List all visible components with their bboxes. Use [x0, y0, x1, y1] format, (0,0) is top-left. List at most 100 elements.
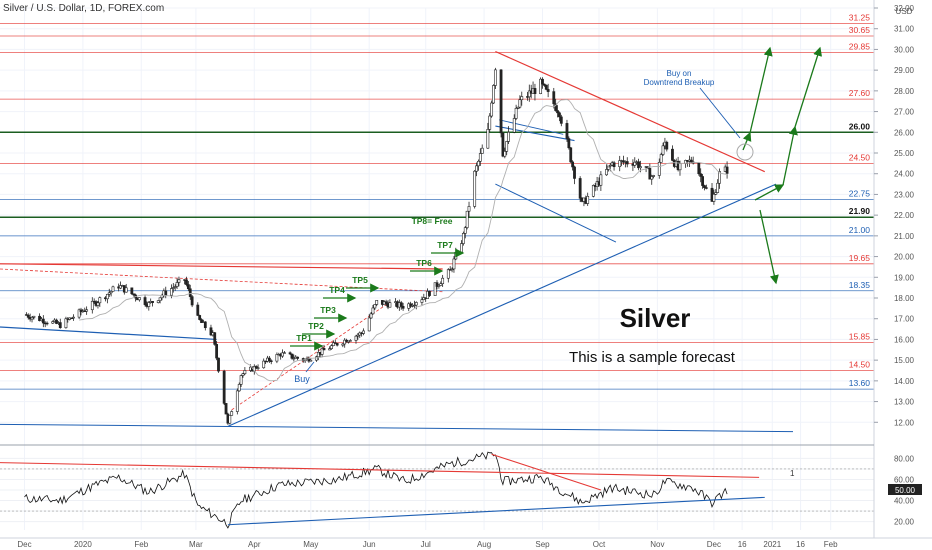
osc-tick-label: 20.00: [894, 518, 915, 527]
candle-body: [414, 302, 418, 306]
time-tick-label: Sep: [535, 540, 550, 549]
time-tick-label: Mar: [189, 540, 203, 549]
candle-body: [38, 315, 41, 322]
candle-body: [467, 206, 471, 212]
support-line-early: [0, 326, 217, 341]
candle-body: [699, 173, 703, 177]
candle-body: [501, 132, 505, 157]
candle-body: [488, 115, 492, 130]
candle-body: [186, 284, 190, 290]
lower-channel-line: [495, 183, 617, 243]
candle-body: [446, 269, 450, 279]
candle-body: [213, 332, 217, 345]
price-tick-label: 21.00: [894, 232, 915, 241]
price-tick-label: 31.00: [894, 25, 915, 34]
candle-body: [341, 343, 345, 346]
candle-body: [665, 141, 669, 150]
candle-body: [177, 279, 181, 283]
candle-body: [105, 293, 109, 300]
osc-tick-label: 60.00: [894, 475, 915, 484]
candle-body: [26, 314, 30, 318]
candle-body: [460, 243, 463, 253]
candle-body: [137, 297, 141, 301]
breakout-circle: [736, 143, 754, 161]
osc-current-value: 50.00: [895, 486, 916, 495]
candle-body: [477, 160, 480, 167]
time-tick-label: Dec: [17, 540, 31, 549]
buy-on-breakup-label: Downtrend Breakup: [644, 78, 715, 87]
chart-title-group: Silver This is a sample forecast: [569, 303, 736, 366]
candle-body: [215, 344, 219, 359]
moving-average-line: [79, 99, 728, 382]
candle-body: [420, 299, 424, 303]
horizontal-levels: 31.25 30.65 29.85 27.60 26.00 24.50 22.75 21.90…: [0, 13, 874, 390]
candle-body: [375, 300, 379, 305]
candle-body: [714, 192, 718, 195]
candle-body: [198, 315, 202, 320]
price-tick-label: 24.00: [894, 170, 915, 179]
candle-body: [552, 91, 556, 105]
candle-body: [492, 85, 495, 104]
candle-body: [235, 390, 239, 412]
candle-body: [475, 165, 478, 172]
candle-body: [409, 303, 413, 307]
candle-body: [254, 366, 258, 369]
scenario-arrow: [759, 209, 779, 285]
trend-lines: [0, 50, 794, 433]
candle-body: [533, 88, 537, 94]
price-tick-label: 30.00: [894, 45, 915, 54]
price-tick-label: 20.00: [894, 253, 915, 262]
time-tick-label: 2021: [763, 540, 781, 549]
candle-body: [567, 138, 571, 149]
level-label: 30.65: [849, 25, 871, 35]
candle-body: [605, 169, 608, 176]
time-tick-label: Feb: [824, 540, 838, 549]
candle-body: [633, 161, 637, 166]
candle-body: [527, 90, 531, 98]
time-tick-label: Dec: [707, 540, 721, 549]
price-tick-label: 15.00: [894, 356, 915, 365]
candle-body: [309, 359, 313, 362]
candle-body: [330, 345, 333, 349]
candle-body: [269, 360, 273, 362]
price-tick-label: 19.00: [894, 273, 915, 282]
candle-body: [461, 233, 465, 244]
candle-body: [591, 185, 595, 197]
candle-body: [703, 185, 706, 188]
candle-body: [384, 301, 388, 304]
candle-body: [388, 302, 392, 308]
candle-body: [441, 277, 445, 284]
candle-body: [147, 302, 151, 307]
candle-body: [514, 108, 518, 119]
target-label: TP6: [416, 258, 432, 268]
candle-body: [296, 356, 300, 359]
candle-body: [307, 357, 311, 362]
candle-body: [209, 327, 213, 336]
candle-body: [512, 118, 516, 133]
candle-body: [164, 290, 168, 296]
candle-body: [45, 322, 49, 325]
candle-body: [473, 170, 477, 207]
candle-body: [618, 160, 622, 167]
candle-body: [98, 297, 102, 304]
target-label: TP7: [437, 240, 453, 250]
candle-body: [256, 367, 260, 369]
candle-body: [539, 78, 542, 94]
scenario-arrow: [749, 46, 773, 134]
candle-body: [173, 286, 177, 288]
candle-body: [347, 340, 350, 343]
candle-body: [124, 287, 128, 293]
candle-body: [196, 304, 200, 316]
buy-on-breakup-label: Buy on: [667, 69, 692, 78]
candle-body: [109, 291, 113, 294]
level-label: 19.65: [849, 253, 871, 263]
candle-body: [119, 285, 122, 289]
candle-body: [315, 356, 318, 361]
candle-body: [439, 283, 443, 286]
candle-body: [637, 161, 640, 169]
osc-tick-label: 40.00: [894, 497, 915, 506]
level-label: 13.60: [849, 378, 871, 388]
candle-body: [72, 316, 75, 319]
osc-resistance-line: [0, 462, 760, 478]
osc-tick-label: 80.00: [894, 454, 915, 463]
